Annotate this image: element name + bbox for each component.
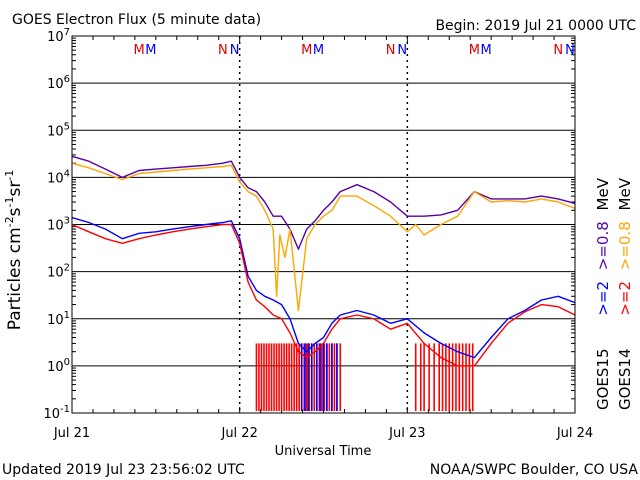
x-tick-label: Jul 22 xyxy=(220,426,257,441)
y-tick-base: 10 xyxy=(43,407,60,422)
y-tick-exponent: 4 xyxy=(64,168,70,179)
x-tick-label: Jul 24 xyxy=(556,426,593,441)
marker-label: N xyxy=(218,43,228,58)
marker-label: M xyxy=(469,43,480,58)
y-axis-label-exp: -1 xyxy=(3,197,16,208)
marker-label: N xyxy=(553,43,563,58)
y-tick-label: 10-1 xyxy=(43,404,70,422)
y-tick-base: 10 xyxy=(47,313,64,328)
marker-label: N xyxy=(230,43,240,58)
plot-frame xyxy=(71,35,576,414)
y-axis-label-exp: -1 xyxy=(3,170,16,181)
y-tick-label: 100 xyxy=(47,357,70,375)
legend-goes15-low: >=0.8 xyxy=(594,221,612,270)
y-tick-exponent: 6 xyxy=(64,74,70,85)
marker-label: N xyxy=(386,43,396,58)
legend-goes14-low: >=0.8 xyxy=(616,221,634,270)
y-tick-exponent: 3 xyxy=(64,216,70,227)
y-tick-label: 107 xyxy=(47,27,70,45)
x-axis-label: Universal Time xyxy=(275,444,372,459)
legend-unit: MeV xyxy=(594,177,612,210)
y-tick-base: 10 xyxy=(47,266,64,281)
y-tick-exponent: 5 xyxy=(64,121,70,132)
y-axis-label-part: s xyxy=(5,207,25,216)
y-tick-label: 105 xyxy=(47,121,70,139)
y-tick-base: 10 xyxy=(47,171,64,186)
y-tick-exponent: -1 xyxy=(60,404,70,415)
marker-label: M xyxy=(313,43,324,58)
marker-label: M xyxy=(481,43,492,58)
series-line xyxy=(71,162,576,312)
y-axis-label: Particles cm-2s-1sr-1 xyxy=(3,170,25,331)
marker-label: M xyxy=(133,43,144,58)
x-tick-label: Jul 21 xyxy=(53,426,90,441)
legend: GOES14 >=2 >=0.8 MeV xyxy=(616,177,634,410)
y-tick-base: 10 xyxy=(47,77,64,92)
y-axis-label-part: sr xyxy=(5,181,25,197)
y-axis-label-part: Particles cm xyxy=(5,227,25,330)
y-tick-exponent: 2 xyxy=(64,263,70,274)
y-tick-label: 101 xyxy=(47,310,70,328)
marker-label: M xyxy=(301,43,312,58)
marker-label: N xyxy=(397,43,407,58)
chart-title: GOES Electron Flux (5 minute data) xyxy=(12,12,261,28)
y-tick-base: 10 xyxy=(47,124,64,139)
y-tick-label: 102 xyxy=(47,263,70,281)
y-tick-label: 106 xyxy=(47,74,70,92)
marker-label: N xyxy=(565,43,575,58)
series-line xyxy=(71,216,576,359)
series-line xyxy=(71,223,576,367)
marker-label: M xyxy=(145,43,156,58)
y-tick-exponent: 1 xyxy=(64,310,70,321)
legend-goes15: GOES15 xyxy=(594,348,612,410)
legend-goes14-high: >=2 xyxy=(616,281,634,316)
legend: GOES15 >=2 >=0.8 MeV xyxy=(594,177,612,410)
y-tick-label: 103 xyxy=(47,216,70,234)
y-tick-label: 104 xyxy=(47,168,70,186)
legend-unit: MeV xyxy=(616,177,634,210)
y-tick-exponent: 7 xyxy=(64,27,70,38)
series-line xyxy=(71,155,576,250)
y-tick-base: 10 xyxy=(47,30,64,45)
credit-label: NOAA/SWPC Boulder, CO USA xyxy=(430,462,639,478)
y-axis-label-exp: -2 xyxy=(3,216,16,227)
legend-goes14: GOES14 xyxy=(616,348,634,410)
begin-label: Begin: 2019 Jul 21 0000 UTC xyxy=(435,18,636,34)
updated-label: Updated 2019 Jul 23 23:56:02 UTC xyxy=(2,462,245,478)
y-tick-exponent: 0 xyxy=(64,357,70,368)
x-tick-label: Jul 23 xyxy=(388,426,425,441)
y-tick-base: 10 xyxy=(47,360,64,375)
legend-goes15-high: >=2 xyxy=(594,281,612,316)
y-tick-base: 10 xyxy=(47,219,64,234)
